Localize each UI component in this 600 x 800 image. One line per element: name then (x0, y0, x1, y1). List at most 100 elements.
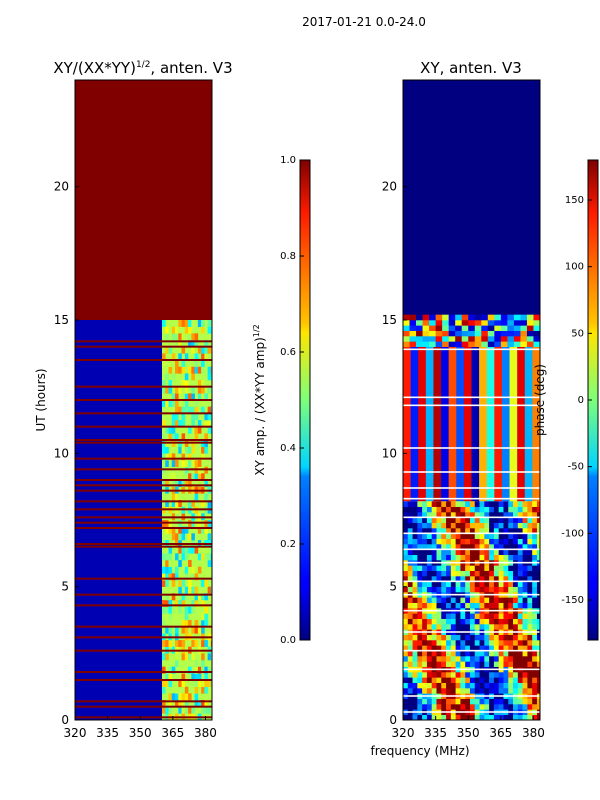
heatmap-cell (204, 446, 208, 454)
heatmap-cell (522, 517, 528, 523)
heatmap-cell (469, 672, 476, 678)
heatmap-cell (474, 704, 480, 710)
heatmap-cell (489, 517, 495, 523)
heatmap-cell (412, 714, 418, 720)
heatmap-cell (494, 341, 502, 347)
heatmap-cell (412, 624, 418, 630)
heatmap-cell (498, 704, 504, 710)
heatmap-cell (207, 500, 212, 507)
heatmap-cell (484, 698, 490, 705)
heatmap-cell (479, 682, 485, 689)
heatmap-cell (407, 581, 413, 587)
heatmap-cell (197, 680, 202, 687)
heatmap-cell (446, 624, 452, 630)
heatmap-cell (460, 549, 466, 555)
heatmap-cell (474, 533, 480, 539)
heatmap-cell (474, 325, 482, 331)
heatmap-cell (436, 682, 442, 689)
heatmap-cell (450, 512, 456, 518)
heatmap-cell (407, 682, 413, 689)
heatmap-cell (465, 517, 471, 523)
heatmap-cell (503, 714, 509, 720)
heatmap-cell (465, 544, 471, 550)
heatmap-cell (175, 386, 179, 394)
heatmap-cell (431, 656, 437, 662)
heatmap-cell (161, 380, 166, 387)
heatmap-cell (403, 656, 409, 662)
heatmap-cell (175, 693, 179, 701)
heatmap-cell (448, 314, 456, 321)
heatmap-cell (469, 704, 476, 710)
heatmap-cell (522, 634, 528, 641)
flag-line (403, 404, 540, 407)
heatmap-cell (184, 320, 189, 327)
heatmap-cell (474, 656, 480, 662)
heatmap-cell (532, 533, 538, 539)
heatmap-cell (188, 480, 192, 487)
heatmap-cell (469, 554, 476, 561)
heatmap-cell (436, 522, 442, 529)
heatmap-cell (513, 698, 519, 705)
heatmap-cell (479, 597, 485, 603)
heatmap-cell (517, 656, 523, 662)
heatmap-cell (508, 581, 514, 587)
heatmap-cell (503, 645, 509, 651)
heatmap-cell (197, 526, 202, 534)
heatmap-cell (455, 581, 461, 587)
flag-line (75, 340, 212, 343)
heatmap-cell (431, 688, 437, 694)
heatmap-cell (409, 330, 417, 337)
heatmap-cell (532, 677, 538, 683)
heatmap-cell (168, 700, 173, 707)
heatmap-cell (412, 682, 418, 689)
heatmap-cell (450, 656, 456, 662)
heatmap-cell (455, 544, 461, 550)
heatmap-cell (441, 618, 447, 625)
heatmap-cell (493, 576, 499, 582)
heatmap-cell (493, 544, 499, 550)
heatmap-cell (503, 672, 509, 678)
heatmap-cell (520, 336, 528, 342)
flag-line (403, 631, 540, 633)
heatmap-cell (201, 386, 205, 394)
heatmap-cell (484, 682, 490, 689)
heatmap-cell (498, 640, 504, 646)
heatmap-cell (422, 688, 428, 694)
heatmap-cell (487, 336, 495, 342)
heatmap-cell (493, 677, 499, 683)
heatmap-cell (493, 597, 499, 603)
heatmap-cell (479, 517, 485, 523)
heatmap-cell (436, 624, 442, 630)
heatmap-cell (450, 672, 456, 678)
heatmap-cell (517, 565, 523, 571)
heatmap-cell (168, 693, 173, 701)
x-tick-label: 380 (522, 726, 545, 740)
heatmap-cell (407, 501, 413, 507)
flag-line (403, 497, 540, 500)
heatmap-cell (161, 400, 166, 407)
left-plot-frame (74, 79, 213, 721)
heatmap-cell (489, 602, 495, 609)
heatmap-cell (532, 570, 538, 577)
heatmap-cell (210, 680, 212, 687)
heatmap-cell (455, 688, 461, 694)
heatmap-cell (197, 473, 202, 481)
heatmap-cell (188, 706, 192, 714)
heatmap-cell (191, 320, 195, 327)
heatmap-cell (493, 586, 499, 593)
heatmap-cell (429, 341, 436, 347)
heatmap-cell (441, 506, 447, 513)
heatmap-cell (191, 420, 195, 427)
heatmap-cell (532, 549, 538, 555)
heatmap-cell (194, 660, 199, 667)
heatmap-cell (484, 586, 490, 593)
heatmap-cell (465, 714, 471, 720)
heatmap-cell (178, 353, 182, 361)
heatmap-cell (407, 714, 413, 720)
stripe (463, 346, 472, 502)
heatmap-cell (201, 613, 205, 621)
heatmap-cell (465, 698, 471, 705)
heatmap-cell (422, 528, 428, 534)
heatmap-cell (455, 677, 461, 683)
heatmap-cell (508, 688, 514, 694)
